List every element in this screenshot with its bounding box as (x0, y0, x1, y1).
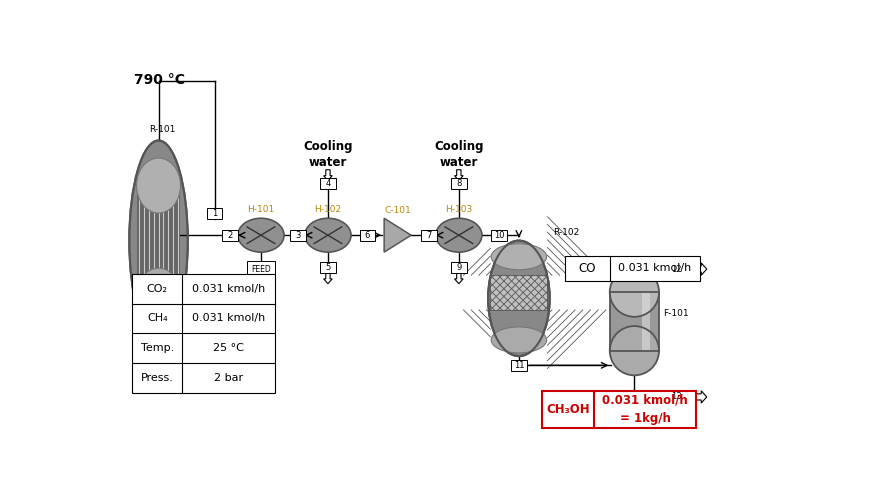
Polygon shape (694, 391, 706, 403)
Text: CO₂: CO₂ (147, 284, 168, 294)
Polygon shape (323, 170, 332, 180)
Ellipse shape (305, 218, 351, 252)
Ellipse shape (435, 218, 482, 252)
Bar (669, 392, 685, 402)
Text: 790 °C: 790 °C (134, 74, 185, 87)
Bar (207, 208, 222, 219)
Bar (222, 230, 238, 241)
Text: 25 °C: 25 °C (213, 343, 244, 353)
Polygon shape (323, 273, 332, 284)
Text: 13: 13 (672, 393, 682, 402)
Polygon shape (694, 263, 706, 275)
Bar (451, 262, 467, 273)
Ellipse shape (491, 327, 547, 353)
Text: CH₄: CH₄ (147, 314, 168, 324)
Bar (451, 178, 467, 189)
Text: 0.031 kmol/h: 0.031 kmol/h (192, 314, 265, 324)
Text: 3: 3 (295, 231, 301, 240)
Text: Press.: Press. (141, 373, 174, 383)
Text: 1: 1 (212, 209, 217, 218)
Text: CO: CO (579, 262, 596, 275)
Text: 10: 10 (494, 231, 504, 240)
Text: FEED: FEED (251, 264, 271, 273)
Text: F-101: F-101 (663, 309, 688, 318)
Bar (490, 275, 547, 310)
Bar (642, 292, 650, 351)
Text: C-101: C-101 (384, 206, 411, 215)
Polygon shape (256, 266, 265, 277)
Bar (136, 185, 181, 296)
Bar (290, 230, 306, 241)
Bar (247, 261, 275, 277)
Bar (669, 264, 685, 274)
Text: R-101: R-101 (149, 125, 176, 134)
Ellipse shape (491, 244, 547, 270)
Polygon shape (384, 218, 411, 252)
Polygon shape (454, 273, 463, 284)
Ellipse shape (136, 158, 181, 213)
Text: H-102: H-102 (315, 205, 342, 214)
Text: 2: 2 (228, 231, 233, 240)
Text: CH₃OH: CH₃OH (547, 403, 590, 415)
Text: 0.031 kmol/h: 0.031 kmol/h (192, 284, 265, 294)
Text: H-103: H-103 (445, 205, 473, 214)
Text: 4: 4 (325, 179, 330, 188)
Text: H-101: H-101 (248, 205, 275, 214)
Text: Cooling
water: Cooling water (303, 141, 353, 169)
Text: 2 bar: 2 bar (214, 373, 243, 383)
Bar (610, 292, 659, 351)
Ellipse shape (610, 326, 659, 375)
Text: 9: 9 (456, 263, 461, 272)
Bar (542, 391, 696, 428)
Bar (132, 274, 275, 393)
Text: 6: 6 (364, 231, 370, 240)
Text: 7: 7 (426, 231, 432, 240)
Bar (511, 360, 527, 371)
Ellipse shape (136, 268, 181, 323)
Text: Temp.: Temp. (141, 343, 174, 353)
Text: R-102: R-102 (554, 228, 580, 237)
Text: 0.031 kmol/h
= 1kg/h: 0.031 kmol/h = 1kg/h (602, 394, 688, 425)
Ellipse shape (488, 241, 550, 356)
Text: 12: 12 (672, 264, 682, 273)
Bar (565, 256, 700, 281)
Polygon shape (454, 170, 463, 180)
Ellipse shape (129, 141, 188, 340)
Ellipse shape (610, 267, 659, 317)
Bar (421, 230, 436, 241)
Bar (491, 230, 507, 241)
Bar (321, 178, 335, 189)
Text: 8: 8 (456, 179, 461, 188)
Text: 5: 5 (325, 263, 330, 272)
Bar (321, 262, 335, 273)
Text: 11: 11 (514, 361, 524, 370)
Text: 0.031 kmol/h: 0.031 kmol/h (618, 263, 692, 273)
Text: Cooling
water: Cooling water (434, 141, 483, 169)
Bar (360, 230, 375, 241)
Bar (490, 275, 547, 310)
Ellipse shape (238, 218, 284, 252)
